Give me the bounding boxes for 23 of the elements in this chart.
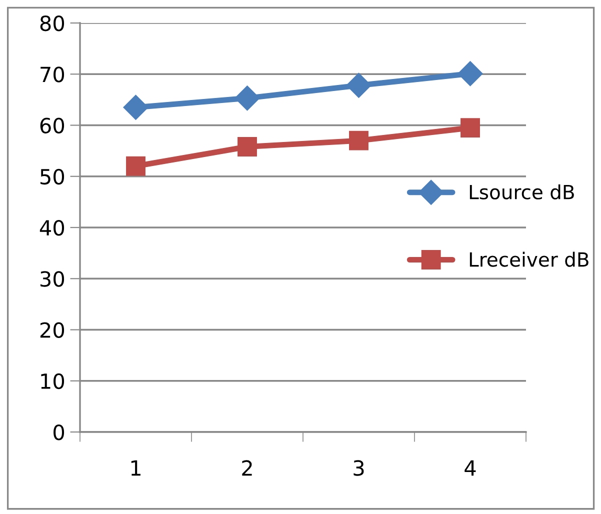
y-tick-label: 30 [40,271,64,287]
y-tick-label: 80 [40,15,64,32]
point [126,156,146,176]
y-tick-label: 0 [54,424,64,440]
x-tick-label: 3 [354,460,364,476]
point [238,137,257,156]
y-tick-label: 40 [40,220,64,236]
y-tick-label: 20 [40,322,64,338]
point [346,72,372,98]
x-tick-label: 1 [131,460,140,476]
legend-label: Lsource dB [470,184,574,200]
point [123,94,148,120]
legend-label: Lreceiver dB [470,252,588,267]
point [234,86,260,111]
x-tick-label: 2 [242,460,252,476]
y-tick-label: 70 [40,66,64,82]
y-tick-label: 60 [40,118,64,134]
point [458,61,483,86]
point [349,130,368,150]
y-tick-label: 50 [40,168,64,185]
x-tick-label: 4 [464,460,476,476]
y-tick-label: 10 [41,373,64,390]
point [460,118,480,138]
